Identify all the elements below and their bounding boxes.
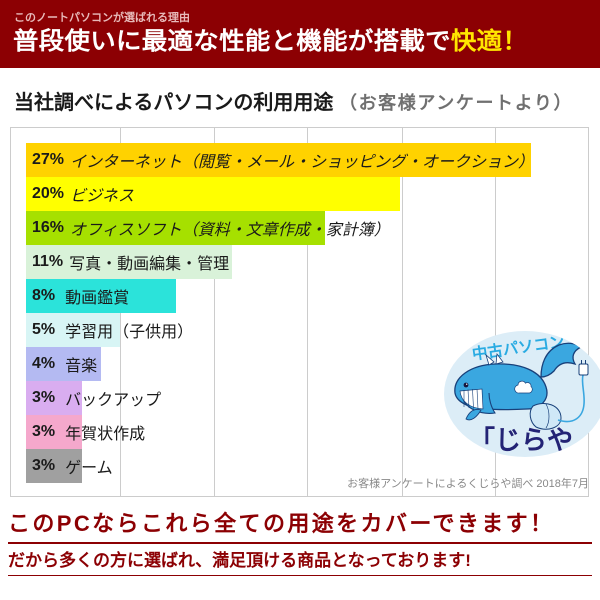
svg-text:「じらや: 「じらや: [469, 425, 573, 455]
